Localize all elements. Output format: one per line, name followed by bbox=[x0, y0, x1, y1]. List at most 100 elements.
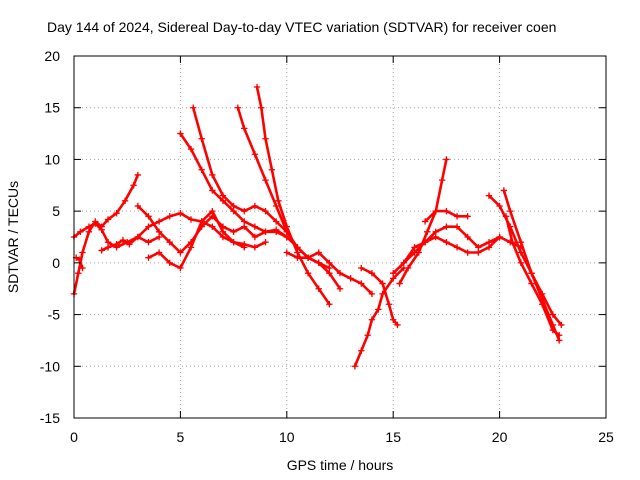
data-point bbox=[411, 249, 418, 256]
series-pass-20 bbox=[502, 213, 563, 339]
data-point bbox=[400, 259, 408, 267]
data-point bbox=[198, 166, 205, 173]
series-track bbox=[191, 106, 289, 234]
data-point bbox=[432, 228, 439, 236]
series-pass-11 bbox=[283, 249, 376, 298]
data-point bbox=[326, 301, 333, 308]
data-point bbox=[119, 236, 127, 244]
data-point bbox=[241, 218, 248, 225]
y-axis-label: SDTVAR / TECUs bbox=[5, 181, 21, 293]
data-point bbox=[166, 259, 173, 267]
data-point bbox=[453, 244, 461, 251]
data-point bbox=[358, 264, 365, 272]
y-tick-label: -10 bbox=[40, 358, 60, 374]
data-point bbox=[272, 218, 280, 225]
data-point bbox=[304, 254, 312, 261]
data-point bbox=[209, 171, 216, 179]
data-point bbox=[464, 249, 471, 256]
data-point bbox=[509, 238, 516, 246]
data-point bbox=[251, 151, 259, 158]
data-point bbox=[166, 238, 173, 246]
data-point bbox=[79, 249, 86, 256]
data-point bbox=[272, 202, 280, 210]
data-point bbox=[219, 228, 227, 236]
data-point bbox=[358, 280, 365, 287]
data-point bbox=[453, 213, 461, 220]
chart-title: Day 144 of 2024, Sidereal Day-to-day VTE… bbox=[47, 19, 556, 35]
data-point bbox=[262, 176, 269, 184]
data-point bbox=[187, 145, 195, 153]
data-point bbox=[209, 187, 216, 194]
data-point bbox=[177, 249, 184, 256]
data-point bbox=[315, 285, 322, 292]
data-point bbox=[443, 207, 450, 215]
series-pass-06 bbox=[145, 207, 269, 272]
y-tick-label: 10 bbox=[44, 151, 60, 167]
data-point bbox=[453, 223, 461, 230]
data-point bbox=[130, 182, 137, 189]
data-point bbox=[336, 285, 344, 292]
data-point bbox=[155, 218, 163, 225]
data-point bbox=[555, 332, 563, 339]
series-track bbox=[179, 132, 342, 291]
data-point bbox=[421, 238, 429, 246]
data-point bbox=[76, 256, 83, 263]
data-point bbox=[375, 306, 382, 313]
data-point bbox=[272, 226, 280, 233]
data-point bbox=[502, 213, 510, 220]
data-point bbox=[145, 254, 152, 261]
y-tick-labels: -15 -10 -5 0 5 10 15 20 bbox=[40, 48, 60, 426]
data-point bbox=[241, 207, 248, 215]
data-point bbox=[262, 228, 269, 236]
data-point bbox=[368, 316, 376, 323]
data-point bbox=[485, 192, 493, 199]
data-point bbox=[187, 244, 195, 251]
series-pass-18 bbox=[485, 192, 565, 329]
data-point bbox=[283, 223, 290, 230]
series-pass-19 bbox=[500, 187, 563, 344]
data-point bbox=[145, 223, 152, 230]
data-point bbox=[500, 187, 508, 194]
data-point bbox=[368, 290, 376, 298]
data-point bbox=[241, 125, 248, 132]
data-point bbox=[394, 321, 401, 329]
series-pass-17 bbox=[421, 207, 471, 225]
axis-ticks bbox=[73, 55, 607, 419]
series-pass-15 bbox=[396, 156, 450, 287]
series-pass-08 bbox=[189, 104, 290, 236]
data-point bbox=[79, 264, 86, 272]
data-point bbox=[230, 228, 237, 236]
data-point bbox=[475, 244, 482, 251]
series-track bbox=[502, 189, 561, 342]
data-point bbox=[443, 223, 450, 230]
series-track bbox=[402, 225, 523, 265]
data-point bbox=[253, 83, 261, 91]
x-tick-label: 15 bbox=[385, 429, 401, 445]
grid-lines bbox=[74, 56, 606, 418]
data-point bbox=[421, 218, 429, 225]
data-point bbox=[528, 270, 535, 277]
data-point bbox=[209, 207, 216, 215]
data-point bbox=[121, 197, 129, 204]
data-point bbox=[155, 228, 163, 236]
data-point bbox=[379, 280, 386, 287]
data-point bbox=[485, 238, 493, 246]
data-point bbox=[230, 202, 237, 210]
data-point bbox=[145, 213, 152, 220]
data-point bbox=[262, 135, 269, 142]
y-tick-label: -15 bbox=[40, 410, 60, 426]
data-point bbox=[464, 213, 471, 220]
data-point bbox=[134, 202, 142, 210]
data-point bbox=[496, 233, 503, 241]
data-point bbox=[364, 332, 371, 339]
data-point bbox=[219, 192, 227, 199]
data-point bbox=[234, 104, 242, 111]
plot-frame bbox=[73, 55, 607, 419]
x-tick-labels: 0 5 10 15 20 25 bbox=[70, 429, 614, 445]
series-track bbox=[255, 85, 331, 306]
data-point bbox=[262, 207, 269, 215]
y-tick-label: 20 bbox=[44, 48, 60, 64]
data-point bbox=[443, 238, 450, 246]
x-tick-label: 10 bbox=[279, 429, 295, 445]
